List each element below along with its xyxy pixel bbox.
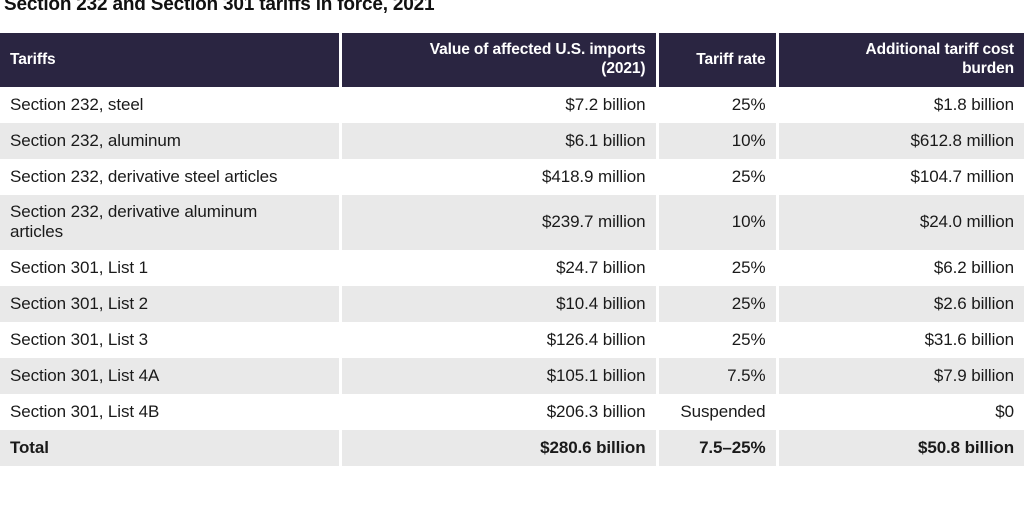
column-header-tariffs: Tariffs [0, 33, 340, 87]
chart-title: Section 232 and Section 301 tariffs in f… [4, 0, 435, 15]
total-tariff-rate-cell: 7.5–25% [655, 429, 777, 466]
table-body: Section 232, steel $7.2 billion 25% $1.8… [0, 87, 1024, 466]
tariff-label: Section 232, derivative aluminum article… [10, 202, 258, 242]
tariff-label-cell: Section 301, List 2 [0, 285, 340, 322]
tariff-label-cell: Section 232, derivative aluminum article… [0, 195, 340, 250]
tariff-label: Section 301, List 3 [10, 329, 148, 349]
tariff-label: Section 232, derivative steel articles [10, 166, 278, 186]
table-row: Section 232, aluminum $6.1 billion 10% $… [0, 123, 1024, 159]
tariff-label-cell: Section 232, derivative steel articles [0, 159, 340, 195]
table-row: Section 301, List 4A $105.1 billion 7.5%… [0, 357, 1024, 394]
tariff-label-cell: Section 301, List 4B [0, 393, 340, 430]
cost-burden-cell: $24.0 million [775, 195, 1024, 250]
tariff-rate-cell: 25% [655, 159, 777, 195]
total-label-cell: Total [0, 429, 340, 466]
tariff-rate-cell: Suspended [655, 393, 777, 430]
tariff-rate-cell: 25% [655, 321, 777, 358]
column-header-import-value: Value of affected U.S. imports (2021) [338, 33, 657, 87]
tariff-label: Section 232, aluminum [10, 130, 181, 150]
import-value-cell: $105.1 billion [338, 357, 657, 394]
cost-burden-cell: $6.2 billion [775, 249, 1024, 286]
table-row: Section 301, List 4B $206.3 billion Susp… [0, 393, 1024, 430]
cost-burden-cell: $7.9 billion [775, 357, 1024, 394]
tariff-label-cell: Section 301, List 3 [0, 321, 340, 358]
tariff-rate-cell: 25% [655, 285, 777, 322]
total-row: Total $280.6 billion 7.5–25% $50.8 billi… [0, 429, 1024, 466]
tariff-rate-cell: 25% [655, 249, 777, 286]
cost-burden-cell: $1.8 billion [775, 87, 1024, 123]
tariff-rate-cell: 10% [655, 195, 777, 250]
tariffs-table: Tariffs Value of affected U.S. imports (… [0, 33, 1024, 466]
cost-burden-cell: $612.8 million [775, 123, 1024, 159]
total-cost-burden-cell: $50.8 billion [775, 429, 1024, 466]
import-value-cell: $10.4 billion [338, 285, 657, 322]
table-header: Tariffs Value of affected U.S. imports (… [0, 33, 1024, 87]
tariff-rate-cell: 25% [655, 87, 777, 123]
column-header-cost-burden-label: Additional tariff cost burden [865, 41, 1015, 77]
table-row: Section 301, List 1 $24.7 billion 25% $6… [0, 249, 1024, 286]
total-import-value-cell: $280.6 billion [338, 429, 657, 466]
cost-burden-cell: $2.6 billion [775, 285, 1024, 322]
cost-burden-cell: $104.7 million [775, 159, 1024, 195]
table-row: Section 232, derivative aluminum article… [0, 195, 1024, 250]
import-value-cell: $7.2 billion [338, 87, 657, 123]
import-value-cell: $126.4 billion [338, 321, 657, 358]
import-value-cell: $206.3 billion [338, 393, 657, 430]
column-header-import-value-label: Value of affected U.S. imports (2021) [429, 41, 646, 77]
table-row: Section 301, List 3 $126.4 billion 25% $… [0, 321, 1024, 358]
tariff-label-cell: Section 301, List 1 [0, 249, 340, 286]
table-row: Section 232, steel $7.2 billion 25% $1.8… [0, 87, 1024, 123]
tariff-label: Section 301, List 4B [10, 401, 160, 421]
import-value-cell: $24.7 billion [338, 249, 657, 286]
tariff-label: Section 301, List 1 [10, 257, 148, 277]
header-row: Tariffs Value of affected U.S. imports (… [0, 33, 1024, 87]
cost-burden-cell: $0 [775, 393, 1024, 430]
tariff-label-cell: Section 232, steel [0, 87, 340, 123]
import-value-cell: $239.7 million [338, 195, 657, 250]
table-row: Section 232, derivative steel articles $… [0, 159, 1024, 195]
tariff-label-cell: Section 232, aluminum [0, 123, 340, 159]
table-row: Section 301, List 2 $10.4 billion 25% $2… [0, 285, 1024, 322]
tariff-rate-cell: 10% [655, 123, 777, 159]
tariff-label: Section 301, List 2 [10, 293, 148, 313]
import-value-cell: $6.1 billion [338, 123, 657, 159]
tariff-label-cell: Section 301, List 4A [0, 357, 340, 394]
cost-burden-cell: $31.6 billion [775, 321, 1024, 358]
column-header-cost-burden: Additional tariff cost burden [775, 33, 1024, 87]
tariff-label: Section 301, List 4A [10, 365, 160, 385]
import-value-cell: $418.9 million [338, 159, 657, 195]
column-header-tariff-rate: Tariff rate [655, 33, 777, 87]
tariff-label: Section 232, steel [10, 94, 144, 114]
tariff-rate-cell: 7.5% [655, 357, 777, 394]
